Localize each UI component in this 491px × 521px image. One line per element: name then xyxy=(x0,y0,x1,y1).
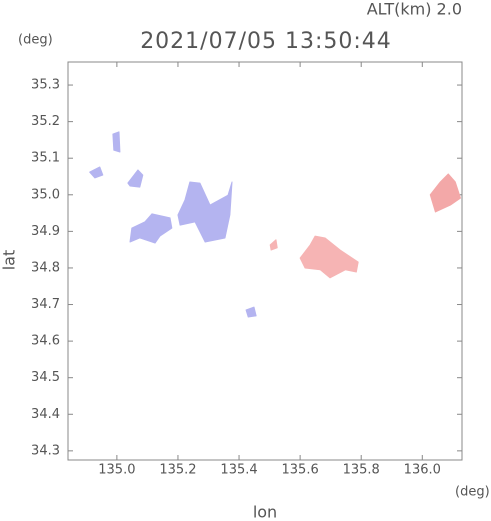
echo-region xyxy=(245,306,257,318)
x-axis-label: lon xyxy=(253,503,277,521)
y-tick-label: 34.6 xyxy=(31,334,60,349)
echo-region xyxy=(177,181,233,243)
y-tick-label: 35.0 xyxy=(31,187,60,202)
x-tick-label: 135.8 xyxy=(343,463,380,478)
y-tick-label: 34.4 xyxy=(31,407,60,422)
x-tick-label: 135.6 xyxy=(282,463,319,478)
y-axis-label: lat xyxy=(0,250,19,271)
echo-region xyxy=(112,131,121,153)
echo-region xyxy=(269,239,278,251)
y-tick-label: 34.7 xyxy=(31,297,60,312)
chart-title: 2021/07/05 13:50:44 xyxy=(140,29,392,54)
y-tick-label: 35.2 xyxy=(31,114,60,129)
y-tick-label: 34.8 xyxy=(31,260,60,275)
y-tick-label: 35.1 xyxy=(31,151,60,166)
x-tick-label: 135.2 xyxy=(159,463,196,478)
echo-region xyxy=(89,166,104,179)
y-unit: (deg) xyxy=(18,33,53,48)
x-unit: (deg) xyxy=(455,485,490,500)
echo-region xyxy=(127,169,144,188)
x-tick-label: 136.0 xyxy=(404,463,441,478)
y-tick-label: 34.3 xyxy=(31,443,60,458)
echo-region xyxy=(299,235,359,279)
y-tick-label: 34.5 xyxy=(31,370,60,385)
x-tick-label: 135.4 xyxy=(220,463,257,478)
plot-frame xyxy=(67,61,463,461)
y-tick-label: 35.3 xyxy=(31,78,60,93)
y-tick-label: 34.9 xyxy=(31,224,60,239)
echo-region xyxy=(429,173,461,213)
echo-region xyxy=(129,213,173,244)
x-tick-label: 135.0 xyxy=(98,463,135,478)
altitude-label: ALT(km) 2.0 xyxy=(367,0,462,19)
